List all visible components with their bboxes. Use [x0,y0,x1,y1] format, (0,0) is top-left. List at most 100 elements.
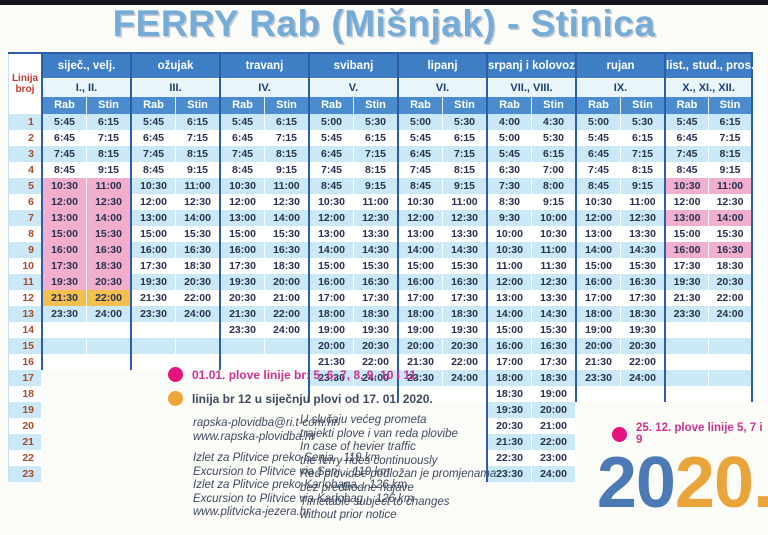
departure-time-stin: 16:30 [708,242,751,258]
departure-time-stin: 21:00 [264,290,308,306]
port-header-rab: Rab [321,99,342,111]
time-row: 23:30 24:00 [221,322,308,338]
time-row: 5:45 6:15 [221,114,308,130]
departure-time-stin: 7:15 [708,130,751,146]
port-header-stin: Stin [86,97,130,114]
top-edge-strip [0,0,768,5]
departure-time-stin: 24:00 [620,370,664,386]
time-row [666,322,751,338]
departure-time-rab: 6:45 [409,148,431,160]
time-row: 10:30 11:00 [577,194,664,210]
port-header-row: Rab Stin [43,97,130,114]
departure-time-rab: 5:45 [142,116,164,128]
departure-time-rab: 21:30 [43,290,86,306]
departure-time-stin: 16:30 [353,274,397,290]
departure-time-rab: 16:00 [140,244,167,256]
departure-time-stin: 12:30 [353,210,397,226]
time-row [221,354,308,370]
departure-time-stin: 18:30 [86,258,130,274]
departure-time-rab: 7:45 [676,148,698,160]
pink-dot-icon [612,426,627,442]
time-row: 18:30 19:00 [488,386,575,402]
departure-time-rab: 23:30 [585,372,612,384]
pink-dot-icon [168,367,183,382]
excursions-block: Izlet za Plitvice preko Senja...119 km E… [193,452,414,520]
departure-time-rab: 12:00 [43,194,86,210]
departure-time-rab: 18:30 [496,388,523,400]
departure-time-stin [708,354,751,370]
time-row: 5:45 6:15 [310,130,397,146]
time-row: 5:45 6:15 [577,130,664,146]
port-header-rab: Rab [232,99,253,111]
time-row: 20:00 20:30 [577,338,664,354]
time-row: 19:00 19:30 [310,322,397,338]
departure-time-stin: 8:15 [353,162,397,178]
month-column: srpanj i kolovoz VII., VIII. Rab Stin 4:00 4:… [486,54,575,482]
departure-time-rab: 13:00 [407,228,434,240]
departure-time-rab: 23:30 [140,308,167,320]
departure-time-stin: 13:30 [531,290,575,306]
departure-time-rab [666,386,708,402]
time-row [399,386,486,402]
departure-time-rab: 17:30 [229,260,256,272]
departure-time-rab: 14:00 [496,308,523,320]
time-row: 18:00 18:30 [399,306,486,322]
departure-time-stin [708,386,751,402]
departure-time-rab: 10:30 [140,180,167,192]
departure-time-rab: 12:00 [673,196,701,208]
legend-jan1: 01.01. plove linije br: 5, 6, 7, 8, 9, 1… [168,367,416,382]
departure-time-rab: 6:45 [53,132,75,144]
month-header: lipanj [399,54,486,79]
departure-time-rab: 8:45 [409,180,431,192]
contact-website: www.rapska-plovidba.hr [193,430,316,443]
departure-time-rab: 15:00 [585,260,612,272]
time-row: 10:30 11:00 [132,178,219,194]
departure-time-stin: 7:00 [531,162,575,178]
departure-time-rab: 16:00 [318,276,345,288]
departure-time-rab: 16:00 [496,340,523,352]
legend-jan1-label: 01.01. plove linije br: 5, 6, 7, 8, 9, 1… [192,367,417,382]
roman-numeral-header: VI. [399,79,486,97]
departure-time-stin [620,386,664,402]
time-row: 15:00 15:30 [488,322,575,338]
departure-time-rab: 7:45 [231,148,253,160]
departure-time-rab: 6:45 [676,132,698,144]
line-number: 12 [9,290,41,306]
departure-time-stin: 8:15 [620,162,664,178]
time-row: 23:30 24:00 [399,370,486,386]
departure-time-stin: 18:30 [442,306,486,322]
departure-time-stin: 9:15 [353,178,397,194]
departure-time-stin: 14:00 [86,210,130,226]
month-header: travanj [221,54,308,79]
departure-time-rab: 10:30 [666,178,708,194]
departure-time-stin [708,322,751,338]
port-header-row: Rab Stin [666,97,751,114]
departure-time-stin: 16:30 [86,242,130,258]
departure-time-stin: 16:30 [175,242,219,258]
time-row: 17:30 18:30 [43,258,130,274]
departure-time-stin: 14:00 [175,210,219,226]
time-row: 7:45 8:15 [399,162,486,178]
line-number: 16 [9,354,41,370]
month-column: travanj IV. Rab Stin 5:45 6:15 6:45 7:15 7:45 8:1… [219,54,308,370]
departure-time-stin [353,386,397,402]
note-line: Timetable subject to changes [300,495,450,508]
departure-time-rab: 14:00 [585,244,612,256]
port-header-stin: Stin [708,97,751,114]
departure-time-rab: 17:00 [407,292,434,304]
departure-time-rab: 12:00 [229,196,256,208]
line-number: 21 [9,434,41,450]
time-row: 19:30 20:00 [221,274,308,290]
year-2020: 2020. [597,446,768,520]
departure-time-rab: 19:00 [318,324,345,336]
departure-time-rab: 17:30 [673,260,701,272]
line-number: 8 [9,226,41,242]
time-row: 10:30 11:00 [221,178,308,194]
time-row: 10:30 11:00 [399,194,486,210]
departure-time-stin: 17:30 [442,290,486,306]
departure-time-rab [132,322,175,338]
time-row: 23:30 24:00 [43,306,130,322]
departure-time-stin: 20:30 [353,338,397,354]
time-row: 20:00 20:30 [310,338,397,354]
time-row: 17:00 17:30 [577,290,664,306]
